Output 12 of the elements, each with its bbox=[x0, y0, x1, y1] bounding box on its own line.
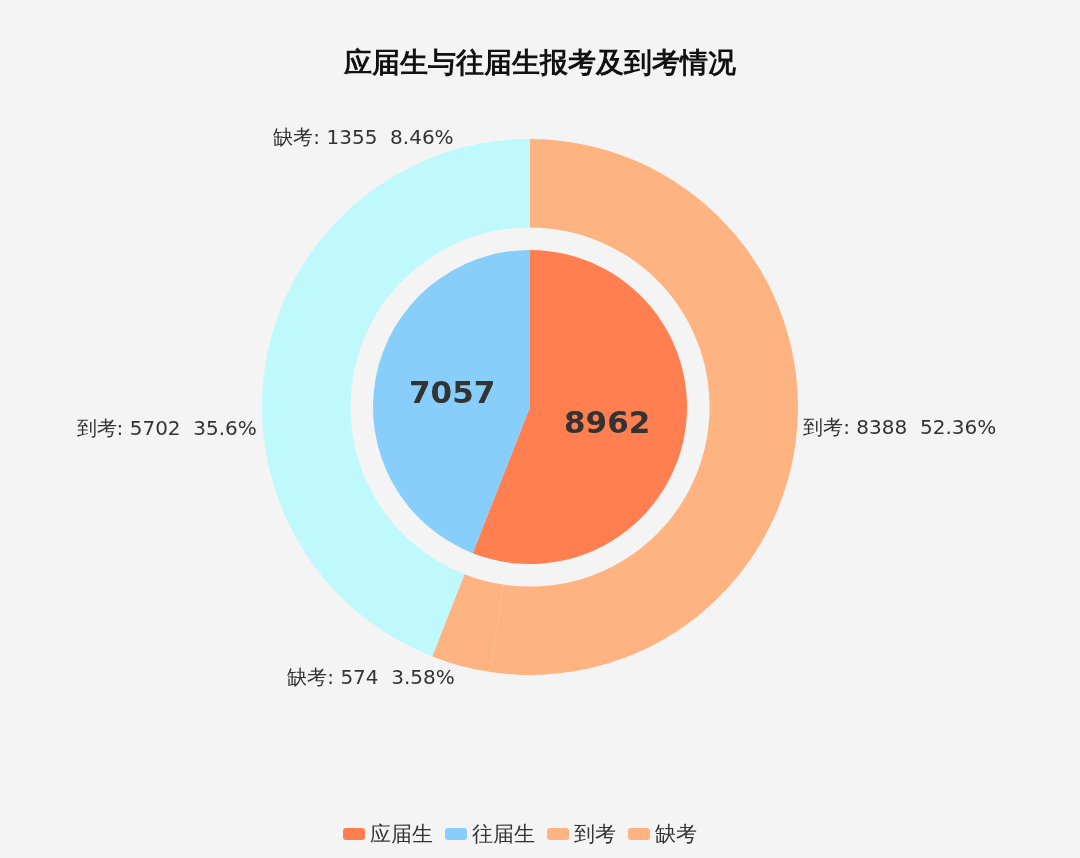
category-label: 到考: 8388 52.36% bbox=[803, 414, 997, 439]
legend-label: 到考 bbox=[574, 821, 616, 848]
category-label: 缺考: 574 3.58% bbox=[287, 665, 455, 690]
pie-slice bbox=[373, 250, 530, 554]
data-label: 7057 bbox=[409, 374, 496, 411]
category-label: 到考: 5702 35.6% bbox=[76, 416, 257, 441]
legend-label: 应届生 bbox=[370, 821, 433, 848]
data-label: 8962 bbox=[563, 403, 651, 440]
category-label: 缺考: 1355 8.46% bbox=[273, 125, 454, 150]
legend-label: 往届生 bbox=[472, 821, 535, 848]
legend-label: 缺考 bbox=[655, 821, 697, 848]
chart-title: 应届生与往届生报考及到考情况 bbox=[343, 45, 737, 79]
